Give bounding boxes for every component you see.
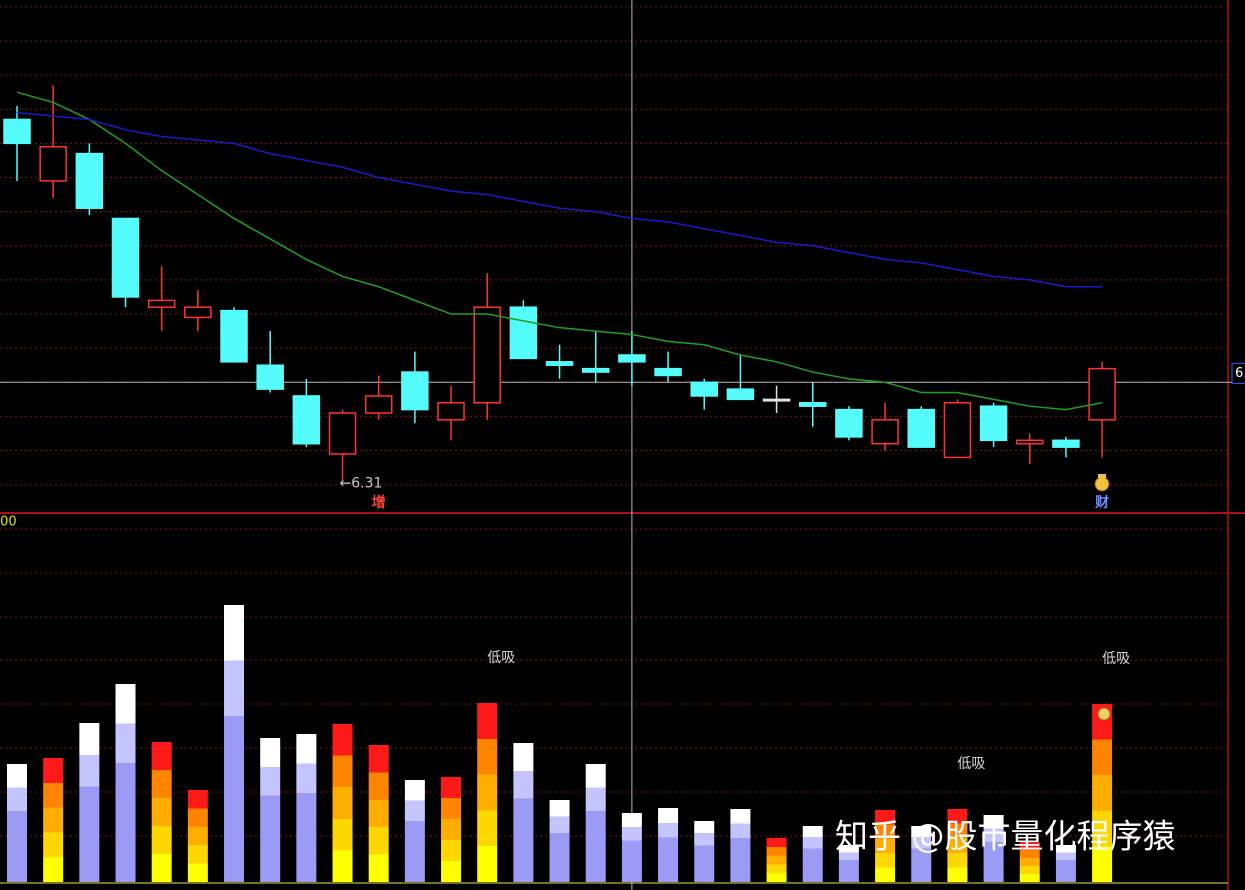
- volume-bar: [549, 800, 570, 882]
- signal-label: 低吸: [1102, 651, 1130, 667]
- candle-body: [184, 306, 212, 319]
- candle-body: [220, 309, 248, 363]
- candle-body: [75, 152, 104, 209]
- candles: [3, 85, 1116, 482]
- low-label: ←6.31: [340, 475, 383, 491]
- watermark: 知乎 @股市量化程序猿: [835, 817, 1176, 856]
- candle-body: [545, 361, 574, 366]
- candle-body: [726, 388, 755, 401]
- volume-bar: [7, 764, 27, 882]
- volume-bar: [730, 809, 751, 882]
- moving-average: [16, 111, 1103, 288]
- volume-bar: [368, 745, 389, 882]
- candle-body: [328, 412, 357, 455]
- volume-bar: [1092, 704, 1113, 882]
- volume-bar: [79, 723, 100, 882]
- candle-body: [509, 306, 538, 360]
- volume-bar: [947, 809, 968, 882]
- candle-body: [292, 395, 321, 445]
- volume-bar: [802, 826, 823, 882]
- volume-bar: [1019, 842, 1040, 882]
- moving-average: [16, 91, 1103, 411]
- signal-label: 低吸: [957, 756, 985, 772]
- volume-bar: [875, 810, 896, 882]
- candle-body: [1088, 367, 1116, 421]
- volume-bar: [621, 813, 642, 882]
- candle-body: [690, 381, 718, 397]
- volume-bar: [585, 764, 606, 882]
- hint-icon: [1097, 707, 1111, 721]
- candle-body: [907, 408, 935, 448]
- volume-bar: [513, 743, 534, 882]
- volume-bar: [404, 780, 425, 882]
- volume-bar: [658, 808, 679, 882]
- volume-bar: [151, 742, 172, 882]
- candle-body: [473, 306, 501, 404]
- signal-label: 财: [1094, 494, 1109, 511]
- candle-body: [798, 402, 827, 407]
- volume-bars: [7, 605, 1113, 882]
- candle-body: [871, 419, 899, 445]
- moving-averages: [16, 91, 1103, 411]
- candle-body: [401, 371, 429, 411]
- volume-bar: [441, 777, 462, 882]
- candle-body: [111, 217, 140, 298]
- candle-body: [3, 118, 31, 145]
- volume-bar: [187, 790, 208, 882]
- volume-bar: [332, 724, 353, 882]
- crosshair-label-box: [1231, 362, 1245, 384]
- volume-bar: [296, 734, 317, 882]
- scale-label: .00: [0, 515, 17, 530]
- candle-body: [943, 402, 972, 459]
- volume-bar: [983, 815, 1004, 882]
- signal-label: 低吸: [487, 650, 515, 666]
- crosshair-label: 6.: [1235, 366, 1245, 381]
- volume-bar: [115, 684, 136, 882]
- candle-body: [1052, 439, 1080, 448]
- candle-body: [762, 398, 791, 402]
- volume-bar: [1055, 845, 1076, 882]
- candle-body: [437, 402, 465, 421]
- candle-body: [256, 364, 284, 390]
- candle-body: [39, 146, 67, 182]
- volume-bar: [43, 758, 64, 882]
- candle-body: [618, 354, 646, 363]
- signal-label: 增: [372, 494, 386, 511]
- volume-bar: [694, 821, 715, 882]
- candle-body: [654, 367, 682, 377]
- volume-bar: [224, 605, 245, 882]
- volume-bar: [911, 826, 932, 882]
- candle-body: [364, 395, 393, 414]
- volume-bar: [477, 703, 498, 882]
- candle-body: [979, 405, 1008, 442]
- candle-body: [835, 408, 863, 438]
- candle-body: [1016, 439, 1044, 445]
- volume-bar: [838, 845, 859, 882]
- money-bag-icon: [1094, 474, 1110, 492]
- candle-body: [147, 299, 176, 308]
- volume-bar: [766, 838, 787, 882]
- candle-body: [581, 367, 610, 373]
- volume-bar: [260, 738, 281, 882]
